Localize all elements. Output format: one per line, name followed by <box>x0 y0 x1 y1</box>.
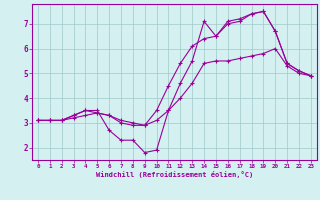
X-axis label: Windchill (Refroidissement éolien,°C): Windchill (Refroidissement éolien,°C) <box>96 171 253 178</box>
